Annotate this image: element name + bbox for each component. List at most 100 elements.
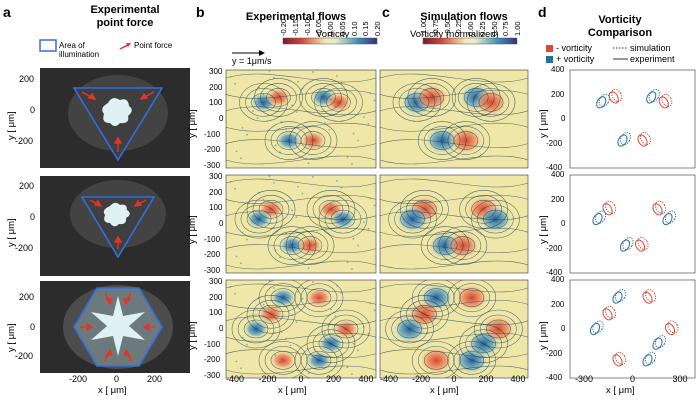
streamline-loop: [285, 226, 335, 265]
streamline-curve: [226, 316, 376, 326]
vortex-1: [414, 83, 449, 112]
b-xtick-3: 200: [326, 374, 342, 384]
streamline-loop: [252, 300, 290, 329]
streamline-loop: [245, 88, 282, 117]
streamline-curve: [380, 122, 528, 132]
streamline-loop: [459, 190, 508, 229]
streamline-curve: [226, 178, 376, 188]
tracer-dot: [274, 144, 277, 147]
streamline-loop: [299, 78, 348, 117]
tracer-dot: [367, 123, 370, 125]
tracer-dot: [297, 290, 299, 293]
flow-plot-b-1: [225, 69, 377, 169]
streamline-loop: [306, 288, 332, 307]
tracer-dot: [252, 110, 254, 113]
b-ytick-r1-2: 100: [209, 98, 223, 108]
tracer-dot: [301, 297, 304, 300]
streamline-curve: [380, 332, 528, 342]
a3-ytick-200: 200: [19, 292, 35, 302]
streamline-loop: [267, 226, 317, 265]
streamline-curve: [226, 349, 376, 358]
streamline-loop: [392, 83, 442, 122]
streamline-loop: [326, 93, 351, 112]
tracer-dot: [241, 336, 244, 339]
tracer-dot: [357, 139, 359, 142]
streamline-curve: [380, 195, 528, 204]
tracer-dot: [229, 285, 232, 288]
experiment-contour: [634, 239, 646, 252]
streamline-curve: [226, 365, 376, 375]
tracer-dot: [295, 216, 298, 219]
streamline-curve: [226, 195, 376, 204]
streamline-loop: [398, 88, 436, 117]
tracer-dot: [330, 203, 332, 206]
streamline-loop: [312, 329, 350, 358]
streamline-loop: [385, 309, 434, 349]
streamline-curve: [226, 300, 376, 309]
tracer-dot: [289, 239, 292, 242]
simulation-contour: [644, 351, 657, 365]
tracer-dot: [235, 255, 238, 258]
experiment-contour: [617, 134, 628, 147]
streamline-loop: [312, 195, 350, 224]
panel-letter-d: d: [538, 4, 547, 20]
tracer-dot: [367, 228, 370, 230]
experiment-image-3: [40, 281, 190, 373]
streamline-loop: [252, 195, 290, 224]
tracer-dot: [307, 162, 310, 165]
tracer-dot: [340, 81, 343, 84]
a-xtick-neg200: -200: [69, 374, 88, 384]
tracer-dot: [274, 249, 277, 252]
simulation-contour: [614, 289, 627, 303]
b-ytick-r3-1: 200: [209, 292, 223, 302]
streamline-loop: [400, 209, 425, 229]
streamline-loop: [419, 88, 445, 107]
experiment-contour: [652, 337, 663, 350]
force-arrows-3: [80, 292, 156, 362]
b-ytick-r2-3: 0: [219, 219, 224, 228]
streamline-loop: [240, 204, 278, 234]
b-ytick-r1-1: 200: [209, 82, 223, 92]
d-ytick-r3-3: -200: [546, 348, 563, 358]
simulation-contour: [654, 335, 667, 349]
streamline-loop: [447, 126, 485, 155]
d-ytick-r1-1: 200: [551, 89, 565, 99]
streamline-loop: [251, 93, 276, 112]
streamline-loop: [447, 280, 497, 317]
c-xtick-2: 0: [451, 374, 457, 384]
panel-a-title: Experimental point force: [60, 4, 190, 30]
tracer-dot: [318, 355, 320, 358]
tracer-dot: [295, 321, 298, 324]
streamline-curve: [226, 139, 376, 148]
streamline-loop: [472, 88, 510, 117]
tracer-dot: [262, 93, 265, 96]
legend-pos-swatch: [546, 56, 553, 63]
illumination-legend-swatch: [39, 39, 57, 52]
streamline-curve: [380, 260, 528, 270]
vortex-1: [265, 87, 292, 108]
streamline-curve: [380, 300, 528, 309]
tracer-dot: [324, 227, 326, 229]
a2-ytick-200: 200: [19, 181, 35, 191]
tracer-dot: [229, 180, 232, 183]
tracer-dot: [312, 281, 314, 283]
tracer-dot: [340, 186, 343, 189]
streamline-loop: [246, 295, 296, 334]
streamline-curve: [380, 139, 528, 148]
simulation-contour: [611, 88, 623, 103]
d-ytick-r2-2: 0: [561, 219, 566, 228]
streamline-curve: [226, 260, 376, 270]
tracer-dot: [328, 338, 331, 341]
b-ytick-r1-3: 0: [219, 114, 224, 123]
d-ytick-r1-0: 400: [551, 65, 565, 74]
tracer-dot: [285, 337, 287, 340]
tracer-dot: [258, 296, 260, 299]
tracer-dot: [258, 86, 260, 89]
vorticity-plot-frame: [569, 69, 696, 169]
experiment-contour: [664, 322, 676, 336]
streamline-loop: [423, 126, 461, 155]
vortex-3: [478, 205, 513, 234]
streamline-loop: [417, 346, 455, 375]
streamline-loop: [266, 88, 291, 107]
